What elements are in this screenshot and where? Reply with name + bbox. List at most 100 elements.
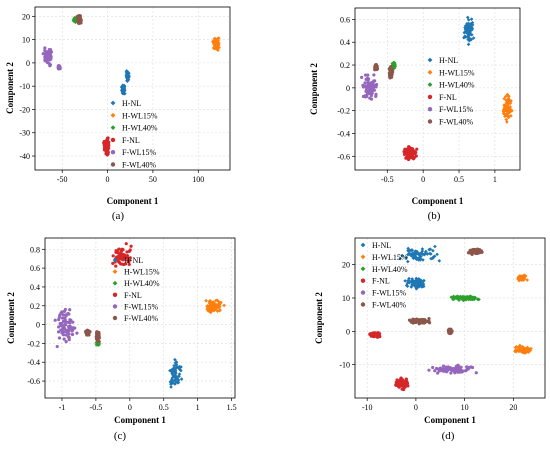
- data-point: [437, 259, 442, 263]
- legend: H-NL H-WL15% H-WL40% F-NL F-WL15% F-WL40%: [360, 241, 408, 310]
- x-tick-label: 0: [128, 403, 132, 412]
- legend-label: F-WL40%: [124, 314, 159, 323]
- data-point: [56, 330, 61, 334]
- data-point: [447, 330, 452, 335]
- data-point: [212, 306, 216, 311]
- data-point: [121, 88, 126, 92]
- data-point: [128, 248, 132, 252]
- legend: H-NL H-WL15% H-WL40% F-NL F-WL15% F-WL40%: [112, 256, 160, 323]
- data-point: [471, 36, 476, 40]
- data-point: [517, 345, 522, 350]
- data-point: [168, 368, 172, 373]
- data-point: [125, 254, 129, 258]
- data-point: [173, 357, 177, 362]
- data-point: [214, 298, 218, 303]
- data-point: [454, 364, 458, 369]
- x-tick-label: 50: [149, 175, 157, 184]
- data-point: [212, 308, 216, 313]
- data-point: [373, 65, 377, 69]
- data-point: [504, 113, 509, 118]
- data-point: [365, 93, 369, 97]
- axes-frame: [354, 237, 546, 399]
- data-point: [64, 329, 68, 334]
- data-point: [406, 246, 410, 251]
- data-point: [516, 347, 521, 352]
- data-point: [470, 295, 475, 300]
- data-point: [70, 327, 74, 331]
- data-point: [415, 250, 420, 254]
- data-point: [62, 337, 66, 341]
- axes-frame: [34, 6, 231, 171]
- data-point: [525, 278, 530, 282]
- data-point: [529, 346, 533, 351]
- data-point: [414, 150, 418, 155]
- data-point: [452, 296, 456, 300]
- data-point: [507, 108, 512, 113]
- data-point: [174, 360, 178, 365]
- data-point: [121, 255, 125, 259]
- data-point: [53, 318, 57, 322]
- data-point: [372, 73, 376, 77]
- y-tick-label: 0: [346, 327, 350, 336]
- y-tick-label: 0.6: [340, 15, 350, 24]
- data-point: [419, 254, 423, 259]
- data-point: [441, 364, 446, 368]
- data-point: [374, 331, 378, 335]
- data-point: [474, 371, 478, 375]
- data-point: [170, 371, 174, 376]
- data-point: [119, 249, 123, 253]
- data-point: [463, 25, 467, 30]
- data-point: [211, 300, 216, 305]
- data-point: [463, 369, 468, 373]
- data-point: [169, 381, 173, 385]
- data-point: [215, 309, 220, 313]
- data-point: [415, 147, 419, 151]
- data-point: [430, 256, 435, 261]
- data-point: [396, 380, 400, 384]
- data-point: [465, 31, 469, 35]
- legend-label: F-WL15%: [124, 302, 159, 311]
- data-point: [372, 334, 376, 338]
- data-point: [66, 320, 70, 324]
- legend-label: H-WL15%: [124, 268, 160, 277]
- data-point: [506, 94, 511, 99]
- data-point: [217, 300, 221, 304]
- data-point: [374, 85, 378, 89]
- data-point: [129, 244, 133, 248]
- data-point: [125, 71, 129, 76]
- data-point: [364, 88, 368, 92]
- data-point: [368, 83, 372, 87]
- data-point: [125, 76, 130, 81]
- data-point: [450, 329, 454, 333]
- data-point: [211, 41, 216, 45]
- series-H-WL15%: [501, 92, 514, 124]
- data-point: [209, 300, 214, 304]
- data-point: [60, 316, 65, 320]
- data-point: [404, 255, 409, 260]
- x-tick-label: 100: [192, 175, 204, 184]
- data-point: [417, 284, 422, 288]
- data-point: [476, 248, 481, 252]
- data-point: [442, 369, 446, 373]
- legend: H-NL H-WL15% H-WL40% F-NL F-WL15% F-WL40%: [110, 99, 158, 170]
- data-point: [409, 279, 414, 284]
- data-point: [477, 297, 481, 302]
- legend-marker: [110, 137, 116, 143]
- data-point: [465, 21, 469, 26]
- x-tick-label: 1.5: [227, 403, 237, 412]
- x-tick-label: -0.5: [381, 175, 394, 184]
- data-point: [208, 310, 213, 315]
- data-point: [111, 261, 115, 265]
- data-point: [466, 35, 471, 40]
- x-axis-label: Component 1: [424, 415, 476, 425]
- data-point: [366, 73, 370, 77]
- legend-marker: [360, 278, 366, 283]
- data-point: [419, 281, 424, 285]
- data-point: [521, 277, 525, 281]
- data-point: [176, 380, 181, 385]
- y-tick-label: -30: [19, 129, 30, 138]
- data-point: [410, 277, 414, 281]
- legend-marker: [112, 304, 118, 309]
- y-tick-label: 0: [36, 321, 40, 330]
